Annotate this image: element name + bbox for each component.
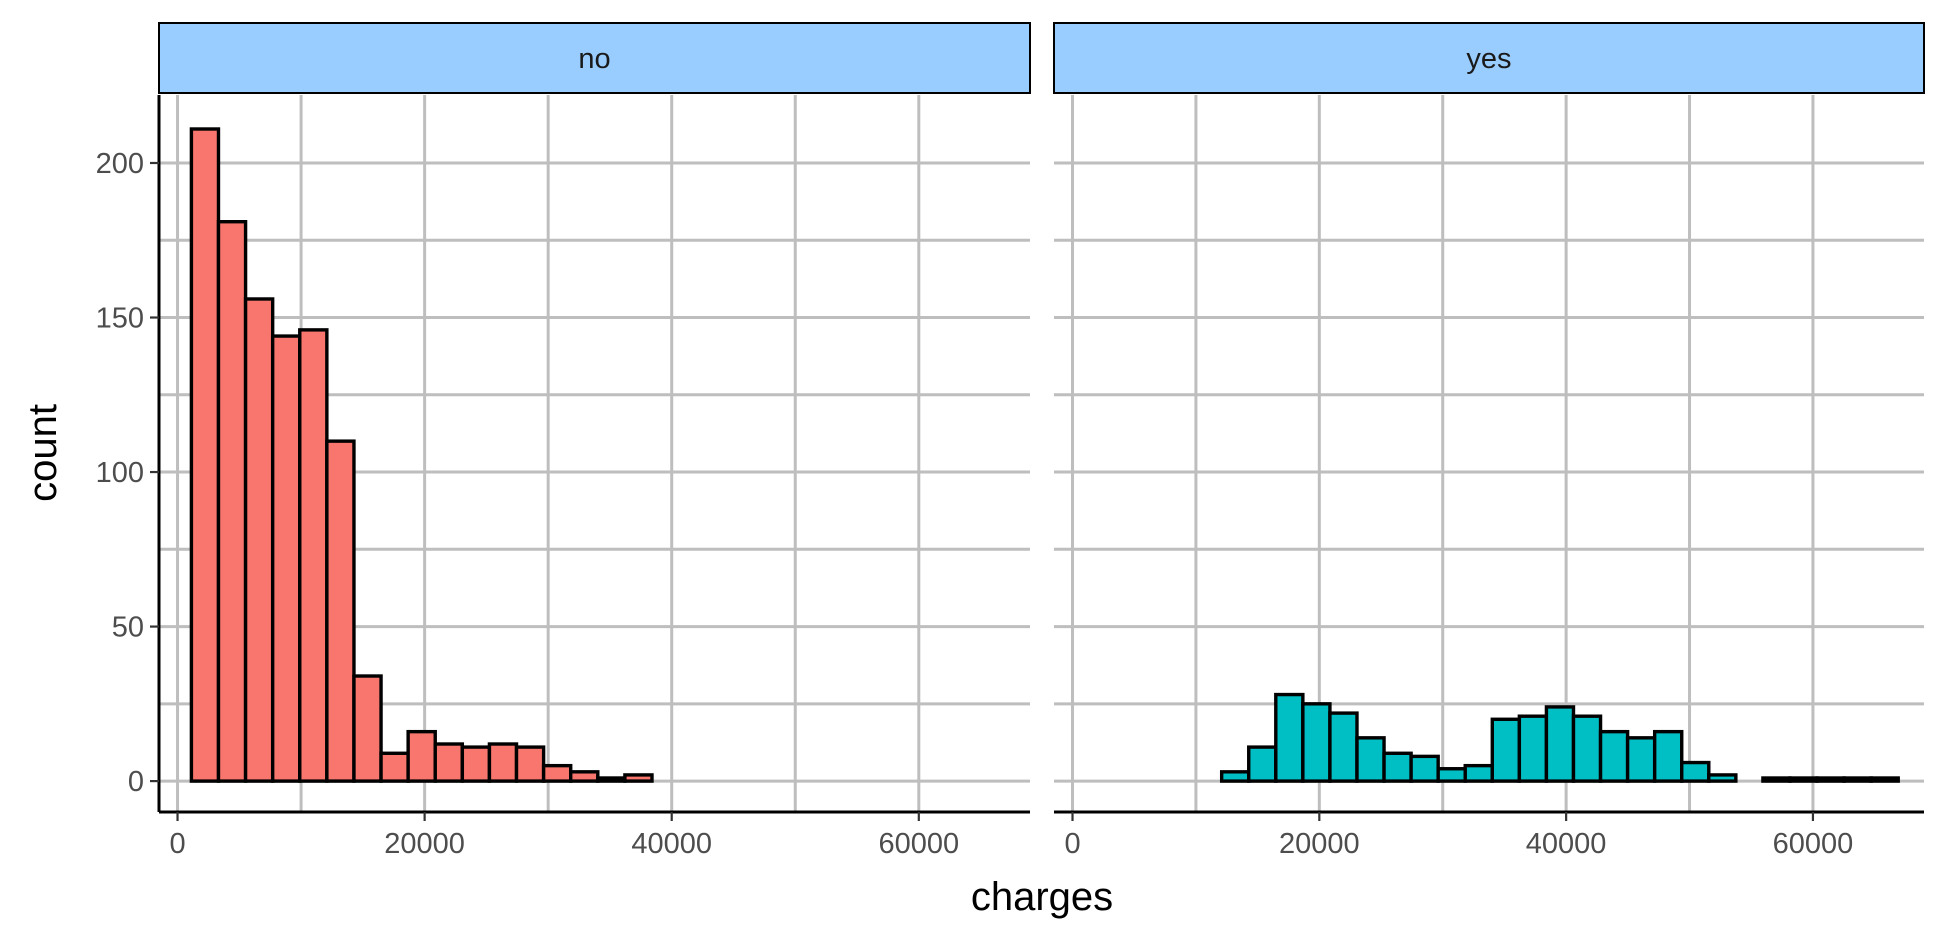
histogram-bar bbox=[270, 334, 302, 783]
histogram-bar bbox=[1247, 745, 1278, 783]
histogram-bar bbox=[541, 763, 573, 783]
histogram-bar bbox=[325, 439, 356, 783]
x-tick-label: 20000 bbox=[1279, 828, 1360, 860]
x-axis-title: charges bbox=[971, 875, 1113, 919]
histogram-bar bbox=[1788, 776, 1819, 783]
facet-strip bbox=[1053, 22, 1925, 94]
histogram-bar bbox=[1274, 692, 1305, 783]
histogram-bar bbox=[216, 220, 248, 783]
histogram-bar bbox=[379, 751, 410, 783]
histogram-bar bbox=[1761, 776, 1792, 783]
x-tick-label: 0 bbox=[1064, 828, 1080, 860]
x-tick-label: 60000 bbox=[878, 828, 959, 860]
histogram-bar bbox=[569, 770, 600, 783]
histogram-bar bbox=[1328, 711, 1359, 783]
y-tick-label: 100 bbox=[96, 457, 144, 489]
histogram-bar bbox=[623, 773, 654, 783]
histogram-bar bbox=[189, 127, 221, 783]
histogram-bar bbox=[1355, 736, 1386, 783]
y-axis-title: count bbox=[21, 404, 65, 502]
facet-strip-label: no bbox=[578, 43, 610, 75]
histogram-bar bbox=[1382, 751, 1413, 783]
histogram-bar bbox=[1869, 776, 1900, 783]
panels-layer: 0 20000 40000 60000 no 0 20000 40000 60000 yes bbox=[157, 22, 1925, 860]
facet-panel-no: 0 20000 40000 60000 no bbox=[157, 22, 1031, 860]
facet-strip-label: yes bbox=[1466, 43, 1511, 75]
histogram-bar bbox=[1842, 776, 1873, 783]
x-tick-label: 40000 bbox=[631, 828, 712, 860]
histogram-bar bbox=[1219, 770, 1251, 783]
histogram-bar bbox=[1571, 714, 1603, 783]
histogram-bar bbox=[1680, 760, 1711, 783]
histogram-bar bbox=[1625, 736, 1657, 783]
histogram-bar bbox=[1598, 729, 1630, 783]
y-tick-label: 0 bbox=[128, 766, 144, 798]
y-tick-label: 200 bbox=[96, 148, 144, 180]
y-tick-label: 50 bbox=[112, 612, 144, 644]
x-tick-label: 60000 bbox=[1773, 828, 1854, 860]
histogram-bar bbox=[1815, 776, 1846, 783]
histogram-bar bbox=[1652, 729, 1684, 783]
histogram-bar bbox=[1517, 714, 1549, 783]
histogram-bar bbox=[514, 745, 546, 783]
x-tick-label: 0 bbox=[169, 828, 185, 860]
histogram-bar bbox=[596, 776, 627, 783]
histogram-bar bbox=[460, 745, 492, 783]
y-axis: 0 50 100 150 200 bbox=[96, 148, 159, 798]
histogram-bar bbox=[1544, 705, 1576, 783]
histogram-bar bbox=[1463, 763, 1494, 783]
histogram-bar bbox=[298, 328, 329, 783]
histogram-bar bbox=[1409, 754, 1440, 783]
facet-strip bbox=[158, 22, 1031, 94]
histogram-bar bbox=[1707, 773, 1738, 783]
histogram-bar bbox=[433, 742, 465, 783]
histogram-bar bbox=[1436, 767, 1467, 783]
y-tick-label: 150 bbox=[96, 303, 144, 335]
x-tick-label: 40000 bbox=[1526, 828, 1607, 860]
histogram-bar bbox=[243, 297, 275, 783]
histogram-bar bbox=[487, 742, 519, 783]
histogram-bar bbox=[406, 729, 437, 783]
histogram-bar bbox=[1301, 702, 1332, 783]
x-tick-label: 20000 bbox=[384, 828, 465, 860]
histogram-bar bbox=[1490, 717, 1522, 783]
facet-panel-yes: 0 20000 40000 60000 yes bbox=[1053, 22, 1925, 860]
histogram-bar bbox=[352, 674, 383, 783]
